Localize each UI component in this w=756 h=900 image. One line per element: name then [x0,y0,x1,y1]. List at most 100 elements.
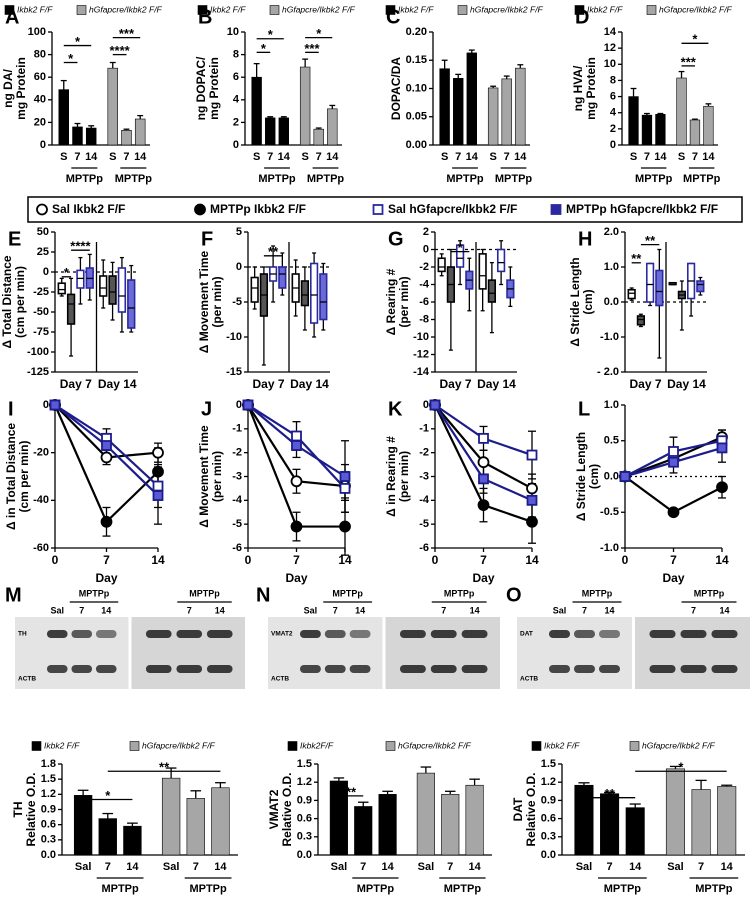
y-tick-label: 80 [34,49,46,61]
blot-band [649,665,676,673]
y-tick-label: -10 [413,331,429,343]
legend-label: Ikbk2 F/F [17,4,53,14]
y-tick-label: 4 [233,94,240,106]
y-tick-label: -40 [33,494,49,506]
box [319,273,328,321]
y-tick-label: 0 [40,139,46,151]
legend-swatch [31,741,42,751]
y-tick-label: 10 [604,58,616,70]
blot-band [349,630,371,638]
y-tick-label: -125 [27,366,49,378]
x-tick-label: 14 [326,151,339,163]
box [57,282,66,295]
blot-band [299,630,321,638]
y-tick-label: 0.20 [406,26,427,38]
legend-swatch [629,741,640,751]
bar [691,789,711,856]
blot-row-label: DAT [520,631,533,638]
legend-label: hGfapcre/Ikbk2 F/F [89,4,163,14]
x-tick-label: 14 [715,553,729,567]
point [100,451,113,464]
y-tick-label: -14 [413,366,430,378]
group-label: MPTPp [357,883,395,895]
legend-label: hGfapcre/Ikbk2 F/F [470,4,544,14]
significance-label: ** [159,760,170,775]
x-tick-label: 7 [267,151,273,163]
y-axis-label: mg Protein [14,57,28,120]
blot-band [574,665,595,673]
x-tick-label: 0 [622,553,629,567]
y-tick-label: 0 [236,399,242,411]
y-tick-label: 0 [233,139,239,151]
x-tick-label: Day 14 [98,377,137,391]
legend-swatch [574,5,585,15]
point [526,515,538,528]
blot-band [461,665,488,673]
blot-row-label: ACTB [18,676,36,683]
bar [85,127,97,146]
y-tick-label: 1.2 [541,776,556,788]
bar [625,807,645,856]
x-tick-label: Day 7 [252,377,284,391]
lane-label: 7 [333,605,338,615]
group-label: MPTPp [307,173,345,185]
y-tick-label: -5 [232,518,242,530]
legend-swatch [269,5,280,15]
blot-band [711,630,738,638]
group-label: MPTPp [101,883,139,895]
x-tick-label: Sal [331,861,348,873]
group-label: MPTPp [444,883,482,895]
blot-band [145,630,172,638]
x-tick-label: 14 [338,553,352,567]
y-tick-label: -4 [232,494,243,506]
box [496,248,506,273]
x-tick-label: Sal [75,861,92,873]
bar [278,117,289,146]
y-tick-label: -12 [413,348,429,360]
blot-band [430,665,457,673]
significance-label: ** [268,244,279,259]
y-axis-label: Δ in Total Distance [4,423,18,530]
legend-swatch [129,741,140,751]
point [101,440,112,451]
y-tick-label: -60 [33,542,49,554]
y-tick-label: 0 [423,243,429,255]
point [152,490,164,501]
legend-marker [194,203,206,216]
y-tick-label: -1 [232,423,242,435]
significance-label: ** [346,784,357,799]
y-tick-label: 1.0 [604,261,619,273]
point [429,399,441,411]
y-tick-label: -0.5 [600,506,619,518]
y-tick-label: 25 [37,246,49,258]
significance-label: * [68,51,74,66]
lane-label: 14 [604,605,614,615]
y-tick-label: 6 [610,90,616,102]
blot-band [574,630,595,638]
blot-band [71,630,93,638]
y-tick-label: 12 [604,42,616,54]
y-axis-label: ng DOPAC/ [194,56,208,120]
y-axis-label: VMAT2 [267,789,281,829]
point [339,520,351,533]
group-label: MPTPp [446,173,484,185]
point [477,456,490,469]
y-tick-label: 6 [233,71,239,83]
blot-band [145,665,172,673]
significance-label: *** [681,54,697,69]
bar [453,78,464,146]
lane-label: 14 [101,605,111,615]
point [716,481,728,494]
legend-swatch [197,5,208,15]
significance-label: * [458,240,464,255]
y-tick-label: -5 [419,518,429,530]
panel-letter: J [201,398,212,420]
legend-label: hGfapcre/Ikbk2 F/F [398,740,472,750]
point [619,471,631,482]
y-tick-label: -15 [226,366,242,378]
y-tick-label: 1.2 [297,776,312,788]
legend-swatch [385,5,396,15]
x-tick-label: 14 [468,861,481,873]
y-tick-label: 40 [34,94,46,106]
